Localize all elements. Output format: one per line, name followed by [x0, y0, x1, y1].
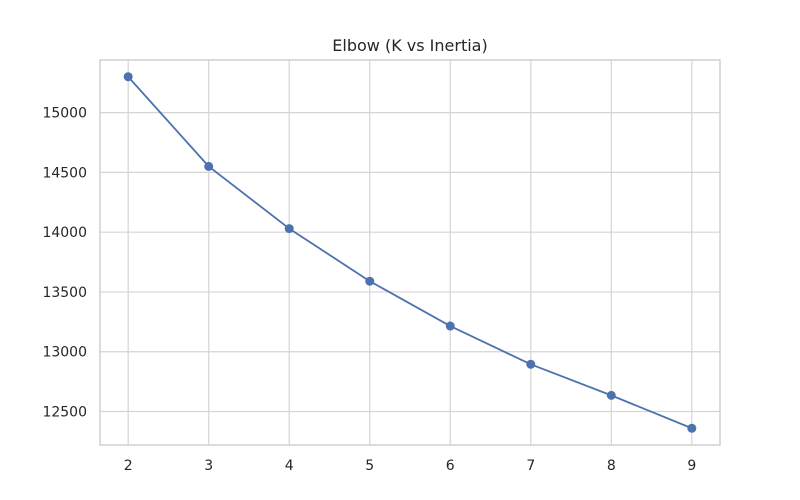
x-tick-label: 8	[607, 458, 616, 474]
x-tick-label: 3	[204, 458, 213, 474]
series-layer	[123, 72, 697, 433]
y-tick-label: 13000	[42, 345, 87, 361]
tick-labels: 2 3 4 5 6 7 8 9 12500 13000 13500 14000 14500 15000	[42, 106, 696, 474]
data-point	[284, 224, 294, 234]
y-tick-label: 14500	[42, 165, 87, 181]
data-point	[445, 321, 455, 331]
data-point	[365, 276, 375, 286]
chart-title: Elbow (K vs Inertia)	[332, 36, 487, 55]
data-point	[123, 72, 133, 82]
plot-frame	[99, 59, 721, 446]
x-tick-label: 7	[526, 458, 535, 474]
data-point	[606, 390, 616, 400]
grid-lines	[100, 60, 720, 445]
data-point	[204, 161, 214, 171]
x-tick-label: 6	[446, 458, 455, 474]
series-line	[127, 76, 693, 430]
x-tick-label: 2	[124, 458, 133, 474]
x-tick-label: 5	[365, 458, 374, 474]
x-tick-label: 4	[285, 458, 294, 474]
y-tick-label: 13500	[42, 285, 87, 301]
x-tick-label: 9	[687, 458, 696, 474]
y-tick-label: 14000	[42, 225, 87, 241]
y-tick-label: 12500	[42, 405, 87, 421]
y-tick-label: 15000	[42, 106, 87, 122]
data-point	[687, 423, 697, 433]
data-point	[526, 359, 536, 369]
